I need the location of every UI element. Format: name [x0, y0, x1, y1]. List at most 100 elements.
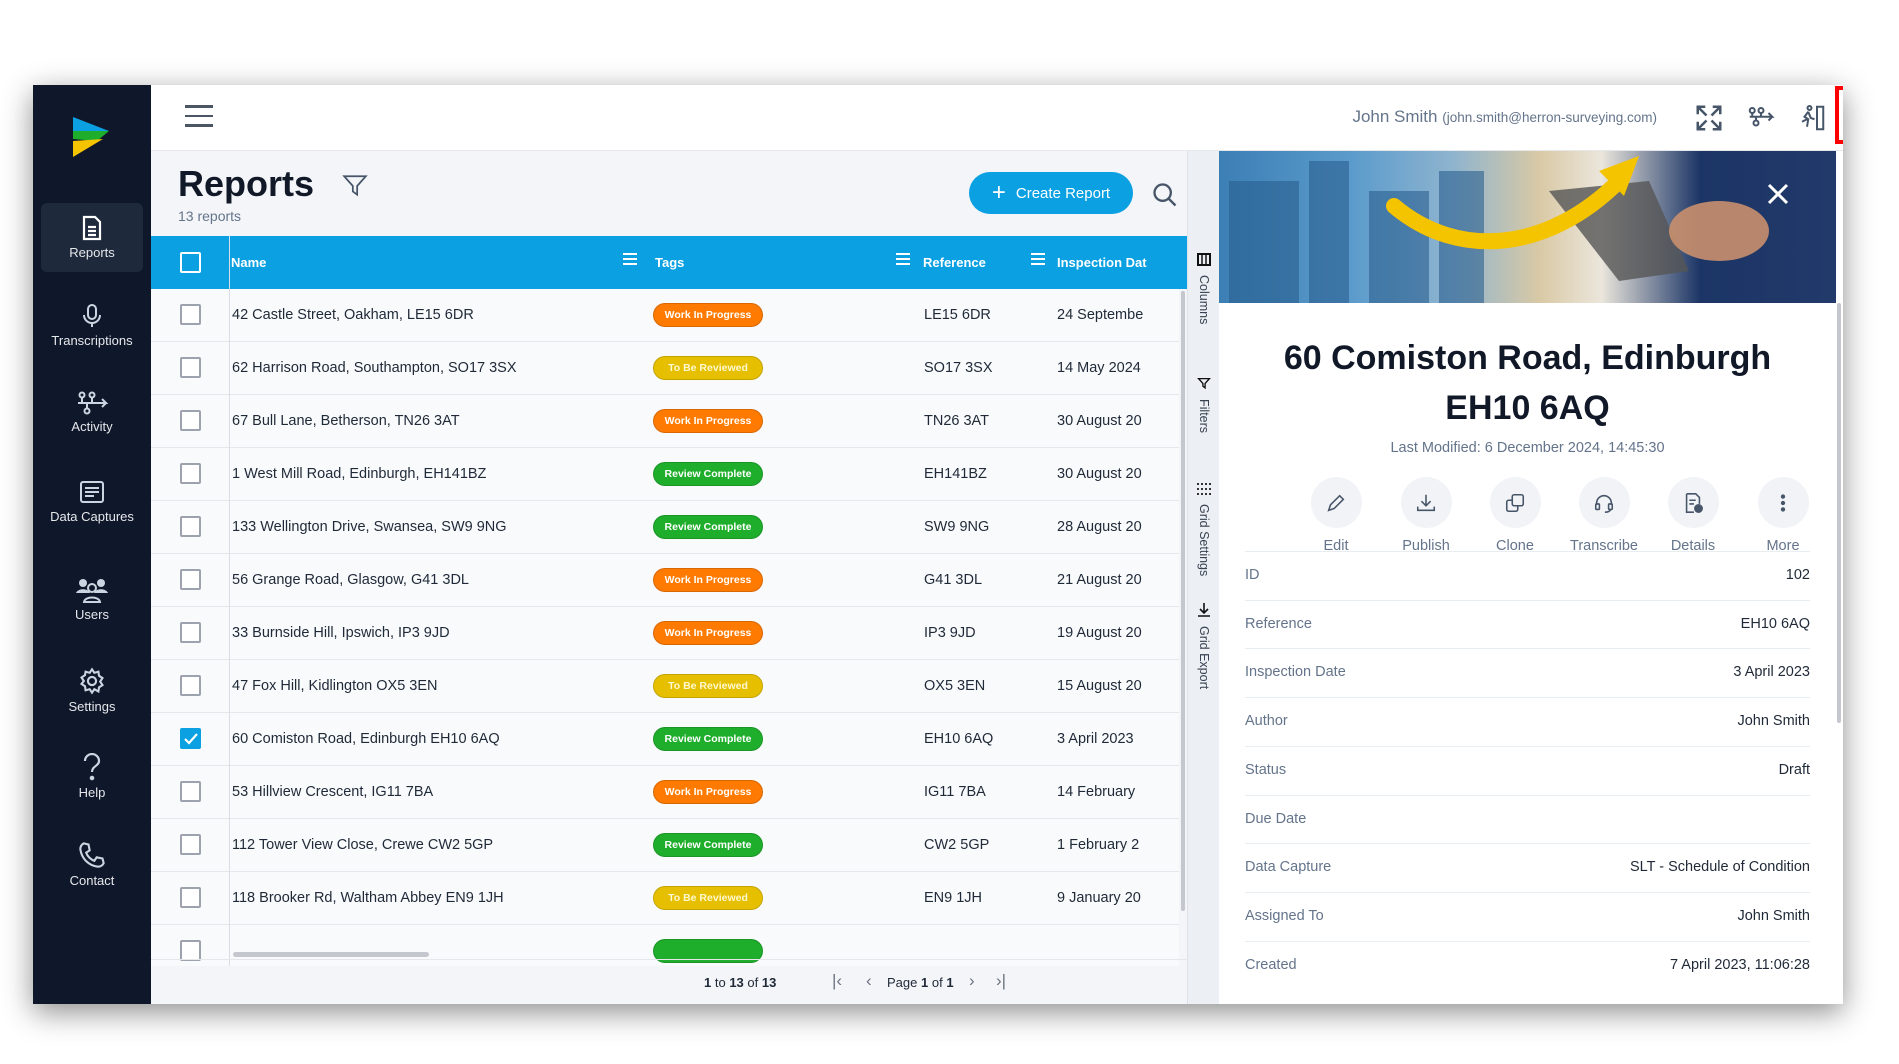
row-checkbox[interactable] [180, 569, 201, 590]
next-page-button[interactable]: › [969, 971, 975, 990]
sidebar-item-contact[interactable]: Contact [41, 835, 143, 894]
details-button[interactable]: Details [1648, 477, 1738, 555]
column-header-reference[interactable]: Reference [923, 255, 986, 270]
sidebar-item-data-captures[interactable]: Data Captures [41, 473, 143, 530]
table-row[interactable]: 118 Brooker Rd, Waltham Abbey EN9 1JH To… [151, 872, 1179, 925]
table-row[interactable]: 33 Burnside Hill, Ipswich, IP3 9JD Work … [151, 607, 1179, 660]
previous-page-button[interactable]: ‹ [866, 971, 872, 990]
row-checkbox[interactable] [180, 834, 201, 855]
table-row[interactable]: 47 Fox Hill, Kidlington OX5 3EN To Be Re… [151, 660, 1179, 713]
row-checkbox[interactable] [180, 516, 201, 537]
sidebar-item-transcriptions[interactable]: Transcriptions [41, 297, 143, 354]
sidebar-item-label: Reports [69, 245, 115, 260]
detail-field: Due Date [1245, 794, 1810, 843]
fullscreen-icon[interactable] [1694, 103, 1724, 133]
cell-reference: SO17 3SX [924, 360, 993, 376]
row-checkbox[interactable] [180, 781, 201, 802]
hamburger-menu-button[interactable] [185, 105, 213, 129]
table-row[interactable]: 53 Hillview Crescent, IG11 7BA Work In P… [151, 766, 1179, 819]
column-header-inspection-date[interactable]: Inspection Dat [1057, 255, 1147, 270]
field-label: Inspection Date [1245, 664, 1346, 681]
row-checkbox[interactable] [180, 622, 201, 643]
grid-export-button[interactable]: Grid Export [1188, 603, 1220, 692]
exit-icon[interactable] [1797, 103, 1827, 133]
cell-inspection-date: 15 August 20 [1057, 678, 1142, 694]
cell-name: 67 Bull Lane, Betherson, TN26 3AT [232, 413, 460, 429]
column-menu-icon[interactable] [623, 253, 637, 268]
table-row[interactable]: 133 Wellington Drive, Swansea, SW9 9NG R… [151, 501, 1179, 554]
horizontal-scrollbar[interactable] [233, 952, 429, 957]
row-checkbox[interactable] [180, 940, 201, 961]
table-row[interactable]: 62 Harrison Road, Southampton, SO17 3SX … [151, 342, 1179, 395]
first-page-button[interactable]: |‹ [832, 971, 843, 990]
pencil-icon [1327, 494, 1345, 512]
detail-field: ID 102 [1245, 551, 1810, 599]
row-range: 1 to 13 of 13 [704, 975, 777, 990]
filters-panel-button[interactable]: Filters [1188, 377, 1220, 436]
row-checkbox[interactable] [180, 887, 201, 908]
cell-inspection-date: 19 August 20 [1057, 625, 1142, 641]
data-capture-icon [41, 479, 143, 505]
cell-inspection-date: 3 April 2023 [1057, 731, 1134, 747]
row-checkbox[interactable] [180, 357, 201, 378]
sidebar-item-label: Settings [68, 699, 116, 714]
select-all-checkbox[interactable] [180, 252, 201, 273]
user-email: (john.smith@herron-surveying.com) [1442, 110, 1657, 125]
cell-inspection-date: 30 August 20 [1057, 466, 1142, 482]
column-header-tags[interactable]: Tags [655, 255, 685, 270]
publish-button[interactable]: Publish [1381, 477, 1471, 555]
app-logo [73, 117, 109, 157]
filter-icon[interactable] [341, 173, 369, 199]
status-badge: Review Complete [653, 462, 763, 486]
edit-button[interactable]: Edit [1291, 477, 1381, 555]
page-title: Reports [178, 163, 315, 204]
column-menu-icon[interactable] [1031, 253, 1045, 268]
table-row[interactable]: 112 Tower View Close, Crewe CW2 5GP Revi… [151, 819, 1179, 872]
cell-reference: IG11 7BA [924, 784, 986, 800]
column-header-name[interactable]: Name [231, 255, 267, 270]
detail-field: Assigned To John Smith [1245, 891, 1810, 940]
table-row[interactable]: 56 Grange Road, Glasgow, G41 3DL Work In… [151, 554, 1179, 607]
detail-field: Status Draft [1245, 745, 1810, 794]
last-page-button[interactable]: ›| [996, 971, 1007, 990]
close-panel-icon[interactable] [1767, 183, 1789, 205]
column-menu-icon[interactable] [896, 253, 910, 268]
sidebar-item-settings[interactable]: Settings [41, 661, 143, 720]
row-checkbox[interactable] [180, 675, 201, 696]
sidebar-item-help[interactable]: Help [41, 747, 143, 806]
phone-icon [41, 841, 143, 869]
sidebar-item-label: Users [75, 607, 109, 622]
table-row[interactable]: 42 Castle Street, Oakham, LE15 6DR Work … [151, 289, 1179, 342]
sidebar-item-reports[interactable]: Reports [41, 203, 143, 272]
panel-scrollbar[interactable] [1837, 303, 1841, 723]
status-badge: Review Complete [653, 727, 763, 751]
grid-tool-strip: Columns Filters Grid Settings Grid Expor… [1187, 151, 1219, 1004]
row-checkbox[interactable] [180, 728, 201, 749]
action-label: Clone [1496, 538, 1534, 554]
vertical-scrollbar[interactable] [1181, 291, 1185, 911]
search-icon[interactable] [1151, 181, 1179, 209]
row-checkbox[interactable] [180, 463, 201, 484]
cell-reference: LE15 6DR [924, 307, 991, 323]
table-row[interactable]: 1 West Mill Road, Edinburgh, EH141BZ Rev… [151, 448, 1179, 501]
sidebar-item-label: Help [78, 785, 106, 800]
cell-reference: OX5 3EN [924, 678, 986, 694]
create-report-button[interactable]: + Create Report [969, 172, 1133, 214]
cell-reference: EN9 1JH [924, 890, 983, 906]
columns-panel-button[interactable]: Columns [1188, 253, 1220, 327]
clone-button[interactable]: Clone [1470, 477, 1560, 555]
grid-settings-button[interactable]: Grid Settings [1188, 483, 1220, 579]
table-row[interactable]: 60 Comiston Road, Edinburgh EH10 6AQ Rev… [151, 713, 1179, 766]
status-badge: To Be Reviewed [653, 886, 763, 910]
sidebar-item-activity[interactable]: Activity [41, 385, 143, 440]
report-title: 60 Comiston Road, Edinburgh EH10 6AQ [1283, 339, 1772, 427]
sidebar-item-label: Transcriptions [51, 333, 133, 348]
row-checkbox[interactable] [180, 410, 201, 431]
transcribe-button[interactable]: Transcribe [1559, 477, 1649, 555]
microphone-icon [41, 303, 143, 329]
row-checkbox[interactable] [180, 304, 201, 325]
activity-flow-icon[interactable] [1746, 103, 1776, 133]
sidebar-item-users[interactable]: Users [41, 571, 143, 628]
table-row[interactable]: 67 Bull Lane, Betherson, TN26 3AT Work I… [151, 395, 1179, 448]
more-button[interactable]: More [1738, 477, 1828, 555]
